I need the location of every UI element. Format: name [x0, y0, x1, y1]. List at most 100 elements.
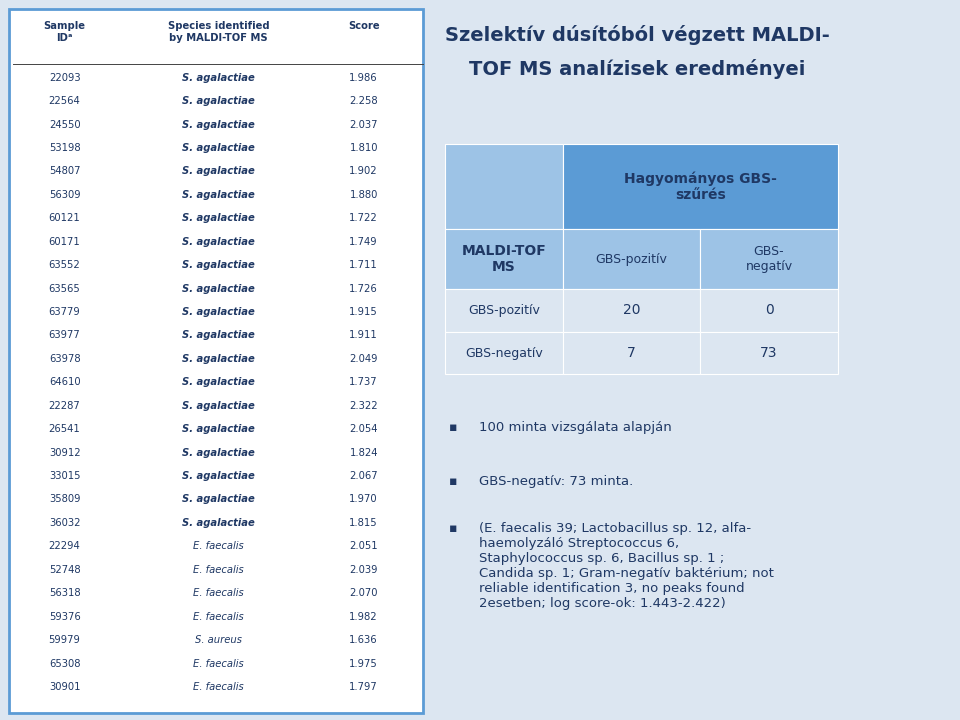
Text: (E. faecalis 39; Lactobacillus sp. 12, alfa-
haemolyzáló Streptococcus 6,
Staphy: (E. faecalis 39; Lactobacillus sp. 12, a…: [478, 522, 774, 610]
Text: Hagyományos GBS-
szűrés: Hagyományos GBS- szűrés: [624, 171, 777, 202]
Text: S. aureus: S. aureus: [195, 635, 242, 645]
Text: S. agalactiae: S. agalactiae: [182, 190, 254, 200]
Text: 1.749: 1.749: [349, 237, 378, 247]
Text: GBS-pozitív: GBS-pozitív: [468, 304, 540, 317]
Text: S. agalactiae: S. agalactiae: [182, 73, 254, 83]
Text: E. faecalis: E. faecalis: [193, 541, 244, 552]
Text: S. agalactiae: S. agalactiae: [182, 401, 254, 410]
Text: Szelektív dúsítóból végzett MALDI-: Szelektív dúsítóból végzett MALDI-: [444, 25, 829, 45]
Text: S. agalactiae: S. agalactiae: [182, 307, 254, 317]
Text: 1.880: 1.880: [349, 190, 378, 200]
Text: 54807: 54807: [49, 166, 81, 176]
Text: 53198: 53198: [49, 143, 81, 153]
Bar: [445, 229, 563, 289]
Text: S. agalactiae: S. agalactiae: [182, 143, 254, 153]
Text: 52748: 52748: [49, 564, 81, 575]
Text: 1.915: 1.915: [349, 307, 378, 317]
Text: 1.902: 1.902: [349, 166, 378, 176]
Text: 30901: 30901: [49, 682, 81, 692]
Text: S. agalactiae: S. agalactiae: [182, 330, 254, 341]
Text: Score: Score: [348, 22, 379, 32]
Text: 1.986: 1.986: [349, 73, 378, 83]
Text: 2.037: 2.037: [349, 120, 378, 130]
Text: ▪: ▪: [449, 421, 458, 434]
Text: 1.722: 1.722: [349, 213, 378, 223]
Text: 1.636: 1.636: [349, 635, 378, 645]
Text: 60171: 60171: [49, 237, 81, 247]
Bar: [700, 289, 838, 332]
Text: 65308: 65308: [49, 659, 81, 669]
Bar: [445, 332, 563, 374]
Bar: [445, 289, 563, 332]
Text: 22294: 22294: [49, 541, 81, 552]
Text: E. faecalis: E. faecalis: [193, 682, 244, 692]
Text: 22287: 22287: [49, 401, 81, 410]
Text: GBS-negatív: GBS-negatív: [466, 346, 543, 359]
Text: 33015: 33015: [49, 471, 81, 481]
Text: S. agalactiae: S. agalactiae: [182, 120, 254, 130]
Text: S. agalactiae: S. agalactiae: [182, 284, 254, 294]
Text: 63565: 63565: [49, 284, 81, 294]
Text: 59979: 59979: [49, 635, 81, 645]
Bar: [445, 144, 563, 229]
Text: E. faecalis: E. faecalis: [193, 612, 244, 621]
Text: 1.911: 1.911: [349, 330, 378, 341]
Text: GBS-pozitív: GBS-pozitív: [595, 253, 667, 266]
Text: 7: 7: [627, 346, 636, 360]
Text: 2.322: 2.322: [349, 401, 378, 410]
Text: 1.815: 1.815: [349, 518, 378, 528]
Bar: [563, 289, 700, 332]
Text: 0: 0: [764, 303, 774, 318]
Text: 1.824: 1.824: [349, 448, 378, 458]
Bar: [563, 229, 700, 289]
Text: ▪: ▪: [449, 475, 458, 488]
Text: GBS-negatív: 73 minta.: GBS-negatív: 73 minta.: [478, 475, 633, 488]
Text: S. agalactiae: S. agalactiae: [182, 96, 254, 106]
Text: 26541: 26541: [49, 424, 81, 434]
Bar: [563, 144, 838, 229]
Bar: [700, 229, 838, 289]
Text: 2.258: 2.258: [349, 96, 378, 106]
Text: S. agalactiae: S. agalactiae: [182, 237, 254, 247]
Text: 24550: 24550: [49, 120, 81, 130]
Bar: [563, 332, 700, 374]
Text: S. agalactiae: S. agalactiae: [182, 213, 254, 223]
Text: 36032: 36032: [49, 518, 81, 528]
Text: S. agalactiae: S. agalactiae: [182, 424, 254, 434]
Text: 22093: 22093: [49, 73, 81, 83]
Text: E. faecalis: E. faecalis: [193, 588, 244, 598]
Text: 2.070: 2.070: [349, 588, 378, 598]
Text: E. faecalis: E. faecalis: [193, 659, 244, 669]
Text: 56318: 56318: [49, 588, 81, 598]
Text: ▪: ▪: [449, 522, 458, 535]
Text: S. agalactiae: S. agalactiae: [182, 448, 254, 458]
Text: 63977: 63977: [49, 330, 81, 341]
Text: 2.039: 2.039: [349, 564, 378, 575]
Text: 1.711: 1.711: [349, 260, 378, 270]
Text: 1.810: 1.810: [349, 143, 378, 153]
Text: MALDI-TOF
MS: MALDI-TOF MS: [462, 244, 546, 274]
Text: E. faecalis: E. faecalis: [193, 564, 244, 575]
Text: S. agalactiae: S. agalactiae: [182, 518, 254, 528]
Text: 1.970: 1.970: [349, 495, 378, 505]
Text: 59376: 59376: [49, 612, 81, 621]
Text: 2.054: 2.054: [349, 424, 378, 434]
Text: 63978: 63978: [49, 354, 81, 364]
Text: Species identified
by MALDI-TOF MS: Species identified by MALDI-TOF MS: [168, 22, 269, 43]
Text: 35809: 35809: [49, 495, 81, 505]
Text: 2.049: 2.049: [349, 354, 378, 364]
Text: 63552: 63552: [49, 260, 81, 270]
Text: 20: 20: [623, 303, 640, 318]
Text: GBS-
negatív: GBS- negatív: [745, 246, 793, 273]
Text: 64610: 64610: [49, 377, 81, 387]
Text: 1.726: 1.726: [349, 284, 378, 294]
Text: 1.982: 1.982: [349, 612, 378, 621]
Text: 100 minta vizsgálata alapján: 100 minta vizsgálata alapján: [478, 421, 671, 434]
Text: Sample
IDᵃ: Sample IDᵃ: [43, 22, 85, 43]
Text: 30912: 30912: [49, 448, 81, 458]
Text: 1.737: 1.737: [349, 377, 378, 387]
Text: S. agalactiae: S. agalactiae: [182, 166, 254, 176]
Text: S. agalactiae: S. agalactiae: [182, 495, 254, 505]
Bar: [700, 332, 838, 374]
Text: S. agalactiae: S. agalactiae: [182, 260, 254, 270]
